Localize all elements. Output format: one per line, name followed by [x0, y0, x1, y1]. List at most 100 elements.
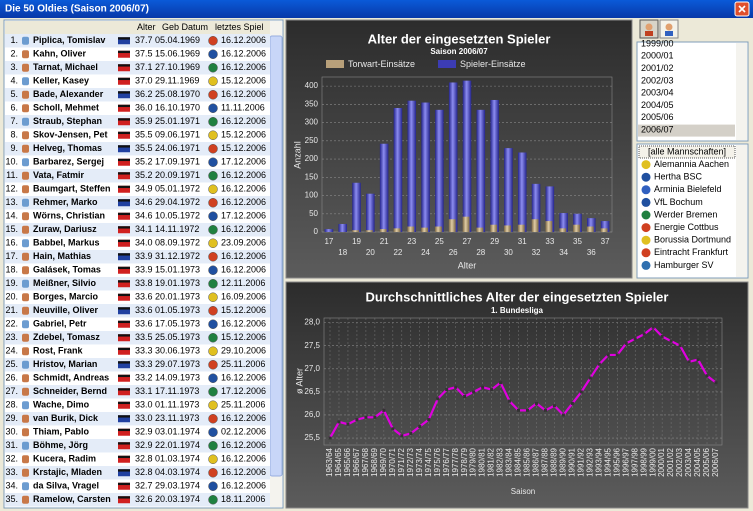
nation-flag-stripe — [118, 37, 130, 40]
birth-date: 09.06.1971 — [155, 130, 200, 140]
line-marker — [642, 332, 646, 336]
table-row[interactable] — [5, 236, 270, 251]
table-row[interactable] — [5, 263, 270, 278]
team-item[interactable]: Werder Bremen — [654, 209, 717, 219]
club-icon — [208, 211, 218, 221]
x-tick-label: 25 — [435, 237, 444, 246]
team-item[interactable]: Hertha BSC — [654, 172, 703, 182]
team-item[interactable]: Eintracht Frankfurt — [654, 247, 729, 257]
position-icon — [22, 266, 29, 275]
season-item[interactable]: 2005/06 — [641, 112, 674, 122]
table-row[interactable] — [5, 182, 270, 197]
rank: 6. — [10, 103, 18, 113]
line-marker — [687, 360, 691, 364]
table-row[interactable] — [5, 439, 270, 453]
table-row[interactable] — [5, 398, 270, 413]
table-row[interactable] — [5, 223, 270, 237]
nation-flag-stripe — [118, 64, 130, 67]
team-icon — [641, 260, 651, 270]
position-icon — [22, 401, 29, 410]
table-row[interactable] — [5, 61, 270, 75]
table-row[interactable] — [5, 290, 270, 305]
table-row[interactable] — [5, 88, 270, 102]
bar — [600, 221, 610, 232]
table-row[interactable] — [5, 493, 270, 507]
bar — [490, 99, 499, 232]
table-row[interactable] — [5, 331, 270, 345]
rank: 26. — [5, 373, 18, 383]
bar — [352, 230, 359, 232]
x-tick-label: 1963/64 — [325, 447, 334, 476]
table-row[interactable] — [5, 277, 270, 291]
table-row[interactable] — [5, 142, 270, 156]
scroll-thumb[interactable] — [269, 35, 283, 477]
table-row[interactable] — [5, 317, 270, 332]
table-row[interactable] — [5, 304, 270, 318]
nation-flag — [118, 253, 130, 261]
season-item[interactable]: 2006/07 — [641, 124, 674, 134]
x-tick-label: 1987/88 — [541, 447, 550, 476]
club-icon — [208, 387, 218, 397]
team-item[interactable]: Energie Cottbus — [654, 222, 719, 232]
position-icon — [22, 428, 29, 437]
birth-date: 24.06.1971 — [155, 143, 200, 153]
position-icon — [22, 333, 29, 342]
club-icon — [208, 117, 218, 127]
table-row[interactable] — [5, 196, 270, 210]
table-row[interactable] — [5, 412, 270, 426]
nation-flag-stripe — [118, 50, 130, 54]
player-name: Schmidt, Andreas — [33, 373, 109, 383]
table-row[interactable] — [5, 47, 270, 62]
table-row[interactable] — [5, 425, 270, 440]
table-row[interactable] — [5, 466, 270, 480]
table-row[interactable] — [5, 74, 270, 89]
season-item[interactable]: 2003/04 — [641, 88, 674, 98]
player-name: Schneider, Bernd — [33, 386, 107, 396]
bar — [379, 143, 389, 232]
table-row[interactable] — [5, 169, 270, 183]
team-item[interactable]: VfL Bochum — [654, 197, 703, 207]
rank: 9. — [10, 143, 18, 153]
season-item[interactable]: 2002/03 — [641, 75, 674, 85]
team-item[interactable]: Hamburger SV — [654, 260, 714, 270]
table-row[interactable] — [5, 371, 270, 386]
team-item[interactable]: [alle Mannschaften] — [648, 146, 726, 156]
x-tick-label: 1999/00 — [648, 447, 657, 476]
season-item[interactable]: 2001/02 — [641, 63, 674, 73]
player-name: Vata, Fatmir — [33, 170, 85, 180]
birth-date: 05.04.1969 — [155, 35, 200, 45]
team-item[interactable]: Arminia Bielefeld — [654, 184, 722, 194]
table-row[interactable] — [5, 34, 270, 48]
season-item[interactable]: 1999/00 — [641, 38, 674, 48]
x-tick-label: 18 — [338, 248, 347, 257]
table-row[interactable] — [5, 209, 270, 224]
table-row[interactable] — [5, 155, 270, 170]
table-row[interactable] — [5, 128, 270, 143]
birth-date: 29.04.1972 — [155, 197, 200, 207]
person-icon — [645, 31, 653, 36]
age: 32.8 — [135, 467, 153, 477]
team-item[interactable]: Alemannia Aachen — [654, 159, 729, 169]
table-row[interactable] — [5, 250, 270, 264]
birth-date: 20.01.1973 — [155, 292, 200, 302]
table-row[interactable] — [5, 385, 270, 399]
table-row[interactable] — [5, 479, 270, 494]
table-row[interactable] — [5, 115, 270, 129]
club-icon — [208, 144, 218, 154]
nation-flag — [118, 415, 130, 423]
season-scrollbar[interactable] — [736, 43, 747, 140]
table-row[interactable] — [5, 358, 270, 372]
season-item[interactable]: 2000/01 — [641, 51, 674, 61]
table-row[interactable] — [5, 452, 270, 467]
table-row[interactable] — [5, 101, 270, 116]
team-list — [636, 143, 749, 279]
team-scrollbar[interactable] — [736, 145, 747, 277]
player-name: Gabriel, Petr — [33, 319, 87, 329]
season-item[interactable]: 2004/05 — [641, 100, 674, 110]
position-icon — [22, 77, 29, 86]
team-item[interactable]: Borussia Dortmund — [654, 235, 731, 245]
bar — [379, 229, 387, 232]
player-name: Meißner, Silvio — [33, 278, 97, 288]
table-row[interactable] — [5, 344, 270, 359]
club-icon — [208, 292, 218, 302]
